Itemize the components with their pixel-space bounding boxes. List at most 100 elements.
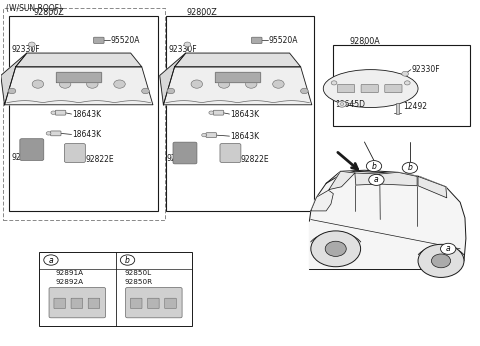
Circle shape [245, 80, 257, 88]
FancyBboxPatch shape [20, 139, 44, 161]
Text: a: a [374, 175, 379, 184]
Circle shape [402, 162, 418, 173]
Circle shape [331, 81, 337, 85]
Polygon shape [311, 190, 333, 211]
FancyBboxPatch shape [64, 144, 85, 162]
Circle shape [218, 80, 230, 88]
FancyBboxPatch shape [165, 298, 176, 309]
Polygon shape [16, 53, 142, 67]
Circle shape [60, 80, 71, 88]
Circle shape [340, 103, 344, 106]
Circle shape [86, 80, 98, 88]
Text: 92850R: 92850R [124, 279, 152, 285]
Text: b: b [125, 256, 130, 265]
Text: 92850L: 92850L [124, 270, 151, 276]
Text: (W/SUN ROOF): (W/SUN ROOF) [6, 4, 62, 13]
Circle shape [28, 42, 35, 47]
Circle shape [209, 111, 214, 115]
Circle shape [202, 133, 206, 137]
Circle shape [8, 88, 16, 94]
Polygon shape [216, 72, 260, 82]
Polygon shape [310, 171, 466, 270]
Circle shape [337, 101, 346, 107]
Text: b: b [372, 162, 376, 171]
Circle shape [44, 255, 58, 265]
Circle shape [441, 243, 456, 254]
Text: 92800A: 92800A [349, 37, 380, 46]
Text: 92330F: 92330F [168, 45, 197, 54]
Text: 18643K: 18643K [230, 110, 260, 119]
Circle shape [432, 254, 451, 268]
Text: 18643K: 18643K [230, 131, 260, 140]
Circle shape [366, 161, 382, 172]
Circle shape [51, 111, 56, 115]
Text: 92800Z: 92800Z [186, 8, 217, 17]
Circle shape [184, 42, 191, 47]
FancyBboxPatch shape [173, 142, 197, 164]
FancyBboxPatch shape [252, 37, 262, 44]
Text: b: b [408, 163, 412, 172]
Text: 18643K: 18643K [72, 110, 102, 119]
Polygon shape [175, 53, 300, 67]
Text: 95520A: 95520A [269, 36, 298, 45]
Circle shape [369, 174, 384, 185]
Polygon shape [4, 67, 153, 105]
Circle shape [120, 255, 135, 265]
FancyBboxPatch shape [71, 298, 83, 309]
Polygon shape [418, 176, 447, 198]
Ellipse shape [323, 70, 418, 108]
Text: 92330F: 92330F [12, 45, 40, 54]
FancyBboxPatch shape [206, 133, 216, 137]
Text: —: — [348, 100, 355, 109]
Circle shape [300, 88, 308, 94]
Polygon shape [355, 173, 379, 185]
Text: 95520A: 95520A [111, 36, 140, 45]
Text: 92891A: 92891A [56, 270, 84, 276]
Polygon shape [380, 172, 417, 186]
Circle shape [273, 80, 284, 88]
Text: 92892A: 92892A [56, 279, 84, 285]
Text: 92823D: 92823D [167, 154, 197, 163]
Text: 92823D: 92823D [11, 153, 41, 162]
Circle shape [191, 80, 203, 88]
FancyBboxPatch shape [213, 110, 224, 115]
FancyBboxPatch shape [131, 298, 142, 309]
Text: 18643K: 18643K [72, 130, 102, 139]
Text: 92330F: 92330F [412, 65, 441, 74]
Text: 92822E: 92822E [86, 155, 115, 164]
FancyBboxPatch shape [126, 288, 182, 318]
Text: 92800Z: 92800Z [33, 8, 64, 17]
Text: a: a [48, 256, 53, 265]
Text: 12492: 12492 [403, 102, 427, 111]
Circle shape [405, 81, 410, 85]
FancyBboxPatch shape [55, 110, 66, 115]
FancyBboxPatch shape [148, 298, 159, 309]
Circle shape [418, 244, 464, 277]
FancyBboxPatch shape [220, 144, 241, 162]
Circle shape [325, 241, 346, 256]
Polygon shape [163, 67, 312, 105]
FancyBboxPatch shape [361, 84, 378, 93]
Polygon shape [1, 53, 27, 105]
Polygon shape [57, 72, 101, 82]
Circle shape [46, 131, 51, 135]
Circle shape [311, 231, 360, 267]
Text: a: a [446, 244, 451, 253]
FancyBboxPatch shape [94, 37, 104, 44]
FancyBboxPatch shape [396, 103, 399, 114]
FancyBboxPatch shape [54, 298, 65, 309]
FancyBboxPatch shape [49, 288, 106, 318]
FancyBboxPatch shape [88, 298, 100, 309]
Polygon shape [160, 53, 186, 105]
Circle shape [402, 71, 408, 76]
Text: 18645D: 18645D [335, 100, 365, 109]
Circle shape [167, 88, 175, 94]
Circle shape [114, 80, 125, 88]
FancyBboxPatch shape [385, 84, 402, 93]
Circle shape [32, 80, 44, 88]
Text: 92822E: 92822E [241, 155, 270, 164]
FancyBboxPatch shape [50, 131, 61, 136]
Circle shape [142, 88, 149, 94]
Polygon shape [329, 171, 355, 190]
FancyBboxPatch shape [337, 84, 355, 93]
